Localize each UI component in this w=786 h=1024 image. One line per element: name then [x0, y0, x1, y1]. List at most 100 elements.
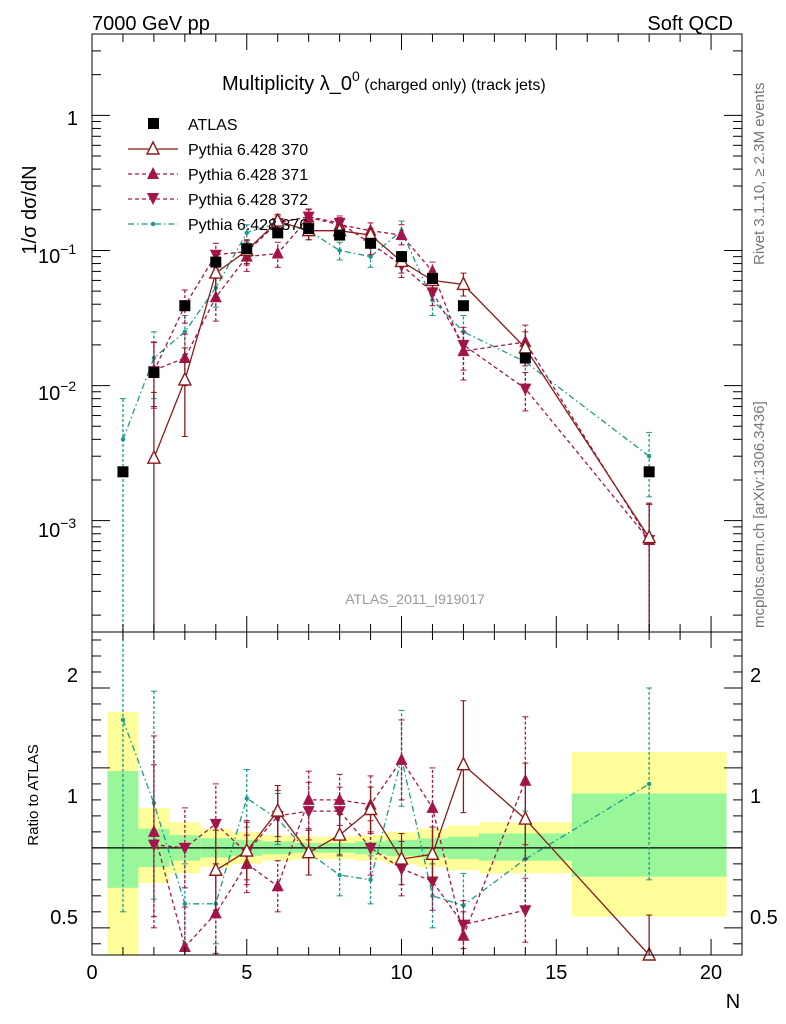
side-text-top: Rivet 3.1.10, ≥ 2.3M events — [751, 83, 768, 266]
legend: ATLAS Pythia 6.428 370 Pythia 6.428 371 … — [128, 117, 308, 234]
xtick-label: 10 — [390, 962, 412, 984]
bottom-pythia-6-428-372-point — [209, 818, 222, 831]
uncertainty-bands — [92, 711, 742, 955]
top-atlas-point — [303, 223, 315, 235]
ytick-base-001: 10 — [38, 383, 60, 405]
bottom-pythia-6-428-376-point — [182, 901, 188, 907]
top-pythia-6-428-376-point — [337, 248, 342, 253]
top-pythia-6-428-370-point — [642, 528, 657, 544]
bottom-pythia-6-428-371-point — [147, 824, 160, 837]
legend-marker-370 — [145, 140, 161, 155]
legend-label-371: Pythia 6.428 371 — [188, 167, 308, 184]
top-pythia-6-428-371-point — [395, 228, 408, 241]
bottom-series-layer — [119, 631, 657, 961]
ytick-base-01: 10 — [38, 246, 60, 268]
ytick-base-0001: 10 — [38, 520, 60, 542]
bottom-pythia-6-428-371-point — [178, 940, 191, 953]
legend-marker-atlas — [148, 118, 159, 129]
bottom-pythia-6-428-376-point — [368, 877, 373, 883]
bottom-pythia-6-428-371-line — [153, 758, 526, 949]
title-sub: (charged only) (track jets) — [360, 77, 546, 94]
bottom-frame — [91, 631, 743, 956]
bottom-pythia-6-428-370-point — [425, 845, 440, 860]
header-right: Soft QCD — [647, 13, 733, 35]
top-pythia-6-428-376-point — [182, 329, 188, 335]
ytick-exp-001: −2 — [60, 378, 76, 394]
xtick-label: 0 — [86, 962, 97, 984]
bottom-pythia-6-428-376-line — [122, 719, 650, 907]
top-pythia-6-428-371-point — [302, 210, 315, 223]
bottom-panel: Ratio to ATLAS 2 1 0.5 2 1 0.5 0 5 10 15 20 … — [25, 631, 778, 1013]
bottom-pythia-6-428-376-point — [461, 903, 466, 908]
bottom-pythia-6-428-376-point — [646, 781, 652, 787]
ytick-label-001: 10−2 — [38, 378, 76, 405]
top-pythia-6-428-371-point — [271, 246, 284, 259]
bottom-pythia-6-428-372-point — [426, 876, 439, 889]
top-atlas-series — [117, 223, 655, 478]
top-ticks — [91, 33, 743, 632]
ratio-ytick-2-right: 2 — [750, 665, 761, 687]
top-ylabel: 1/σ dσ/dN — [19, 165, 41, 254]
top-atlas-point — [241, 243, 253, 255]
top-atlas-point — [643, 466, 655, 478]
ytick-exp-0001: −3 — [60, 515, 76, 531]
ytick-label-1: 1 — [67, 108, 78, 130]
top-pythia-6-428-372-point — [519, 383, 532, 396]
bottom-ylabel: Ratio to ATLAS — [25, 744, 42, 845]
bottom-pythia-6-428-371-point — [209, 906, 222, 919]
xlabel: N — [726, 991, 740, 1013]
bottom-pythia-6-428-370-point — [208, 861, 223, 876]
xtick-label: 15 — [545, 962, 567, 984]
x-tick-labels: 0 5 10 15 20 — [86, 962, 722, 984]
ratio-ytick-05-left: 0.5 — [50, 907, 78, 929]
top-atlas-point — [519, 352, 531, 364]
legend-marker-372 — [147, 193, 159, 205]
top-pythia-6-428-370-point — [208, 264, 223, 279]
top-atlas-point — [457, 300, 469, 312]
legend-marker-371 — [147, 167, 159, 179]
bottom-pythia-6-428-372-line — [153, 810, 526, 926]
top-atlas-point — [365, 237, 377, 249]
top-pythia-6-428-371-point — [457, 344, 470, 357]
legend-label-376: Pythia 6.428 376 — [188, 217, 308, 234]
bottom-pythia-6-428-371-point — [302, 792, 315, 805]
bottom-pythia-6-428-372-point — [364, 842, 377, 855]
title-main: Multiplicity λ_0 — [222, 73, 352, 95]
bottom-pythia-6-428-370-point — [394, 850, 409, 865]
bottom-pythia-6-428-370-series — [208, 700, 657, 961]
top-pythia-6-428-376-point — [368, 254, 373, 259]
bottom-pythia-6-428-370-point — [332, 826, 347, 841]
ratio-ytick-05-right: 0.5 — [750, 907, 778, 929]
legend-marker-376 — [150, 221, 156, 227]
bottom-pythia-6-428-371-point — [457, 928, 470, 941]
bottom-pythia-6-428-370-point — [363, 800, 378, 816]
top-pythia-6-428-376-point — [120, 437, 126, 442]
bottom-pythia-6-428-371-point — [271, 879, 284, 892]
xtick-label: 20 — [700, 962, 722, 984]
top-atlas-point — [210, 256, 222, 268]
legend-label-372: Pythia 6.428 372 — [188, 192, 308, 209]
bottom-pythia-6-428-370-point — [456, 756, 471, 771]
bottom-pythia-6-428-370-point — [518, 810, 533, 825]
top-pythia-6-428-372-point — [426, 287, 439, 300]
bottom-ticks — [91, 632, 743, 955]
top-atlas-point — [179, 300, 191, 312]
top-pythia-6-428-370-point — [177, 371, 192, 386]
top-pythia-6-428-370-point — [456, 275, 471, 291]
ytick-exp-01: −1 — [60, 241, 76, 257]
top-pythia-6-428-376-series — [119, 215, 653, 633]
top-pythia-6-428-376-line — [122, 222, 650, 457]
ytick-label-0001: 10−3 — [38, 515, 76, 542]
bottom-pythia-6-428-376-point — [337, 872, 342, 878]
bottom-pythia-6-428-371-point — [395, 752, 408, 765]
legend-label-atlas: ATLAS — [188, 117, 238, 134]
side-text-bottom: mcplots.cern.ch [arXiv:1306.3436] — [751, 401, 768, 628]
bottom-pythia-6-428-376-point — [430, 893, 435, 899]
top-pythia-6-428-376-point — [244, 230, 249, 236]
ytick-label-01: 10−1 — [38, 241, 76, 268]
bottom-pythia-6-428-371-point — [426, 800, 439, 813]
bottom-pythia-6-428-370-point — [270, 802, 285, 817]
chart-title: Multiplicity λ_00 (charged only) (track … — [222, 68, 546, 95]
bottom-pythia-6-428-376-point — [120, 717, 126, 723]
